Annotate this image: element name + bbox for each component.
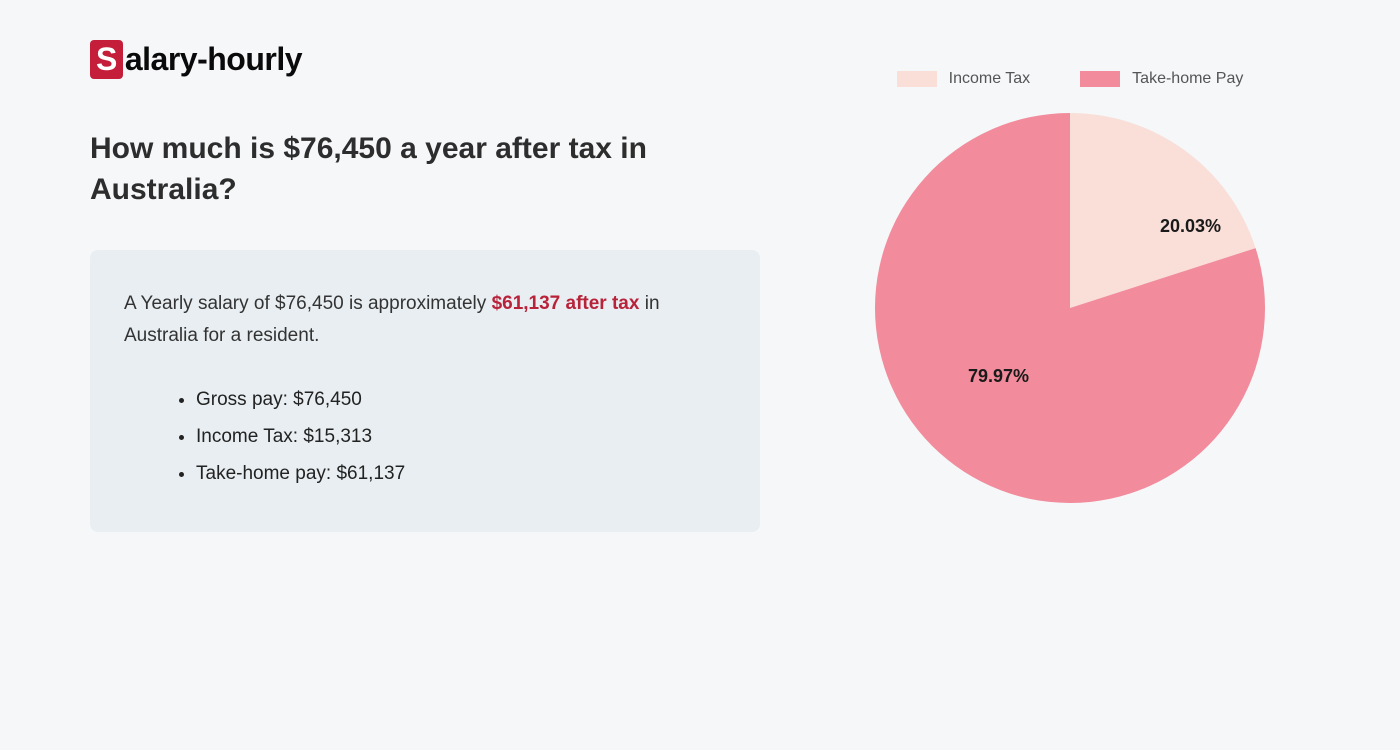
pie-chart: 20.03% 79.97% [870, 108, 1270, 508]
legend-swatch [1080, 71, 1120, 87]
page-title: How much is $76,450 a year after tax in … [90, 129, 710, 210]
site-logo: Salary-hourly [90, 40, 770, 79]
summary-box: A Yearly salary of $76,450 is approximat… [90, 250, 760, 532]
pie-slice-label: 20.03% [1160, 216, 1221, 237]
logo-badge: S [90, 40, 123, 79]
breakdown-list: Gross pay: $76,450 Income Tax: $15,313 T… [124, 381, 726, 492]
list-item: Gross pay: $76,450 [196, 381, 726, 418]
legend-swatch [897, 71, 937, 87]
summary-highlight: $61,137 after tax [492, 293, 640, 314]
legend-label: Take-home Pay [1132, 70, 1243, 88]
logo-text: alary-hourly [125, 41, 302, 78]
pie-slice-label: 79.97% [968, 366, 1029, 387]
list-item: Income Tax: $15,313 [196, 418, 726, 455]
legend-label: Income Tax [949, 70, 1031, 88]
summary-prefix: A Yearly salary of $76,450 is approximat… [124, 293, 492, 314]
pie-svg [870, 108, 1270, 508]
summary-text: A Yearly salary of $76,450 is approximat… [124, 288, 726, 353]
list-item: Take-home pay: $61,137 [196, 455, 726, 492]
chart-legend: Income Tax Take-home Pay [897, 70, 1244, 88]
legend-item-take-home: Take-home Pay [1080, 70, 1243, 88]
legend-item-income-tax: Income Tax [897, 70, 1031, 88]
